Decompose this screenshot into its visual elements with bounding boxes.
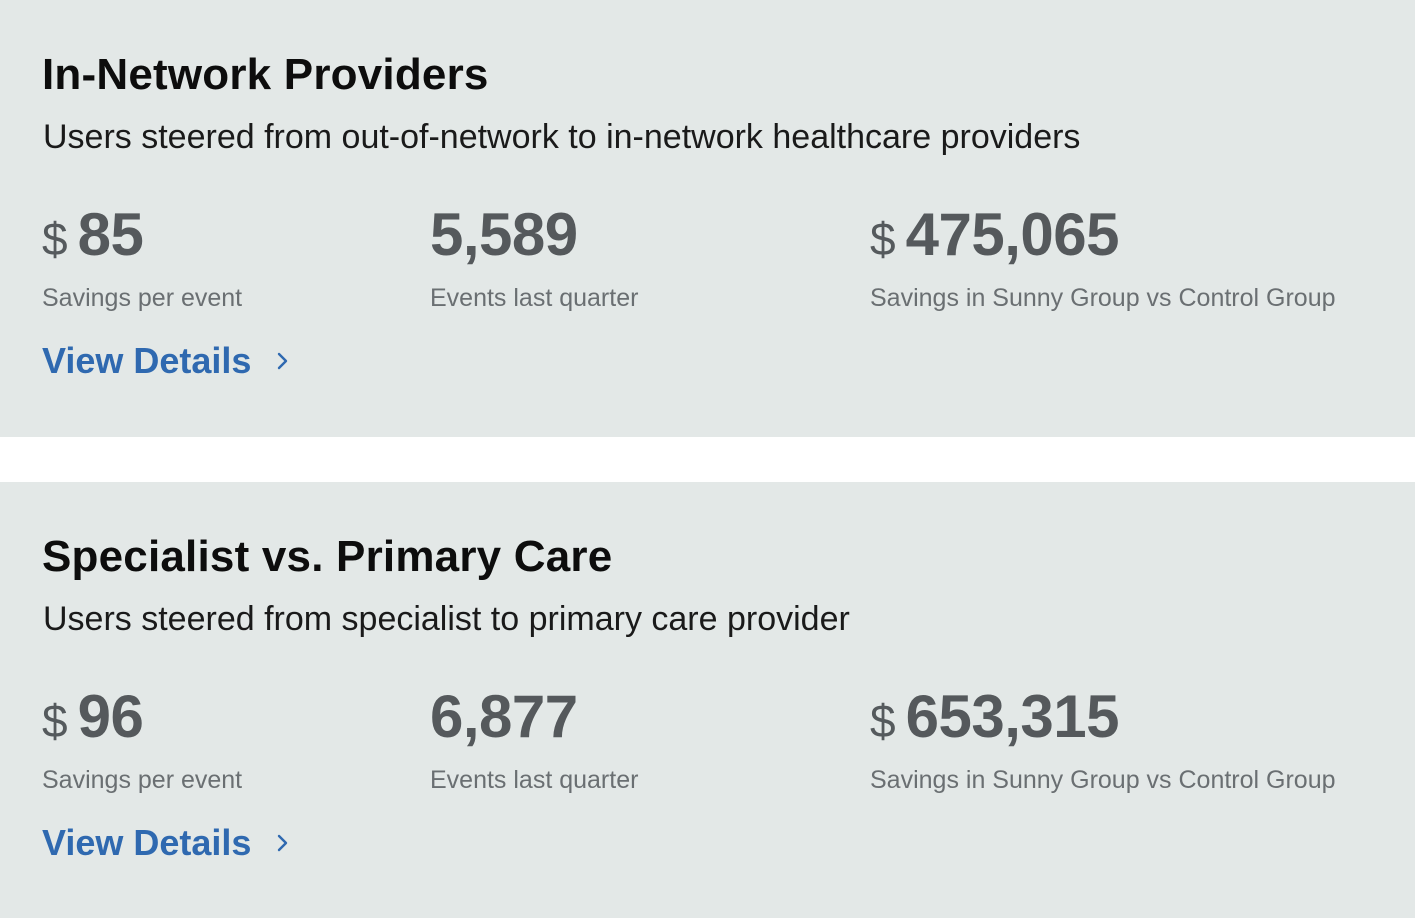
- stat-value: 85: [77, 201, 144, 268]
- stat-value: 5,589: [430, 201, 578, 268]
- currency-symbol: $: [870, 213, 896, 265]
- card-title: Specialist vs. Primary Care: [42, 532, 613, 581]
- card-subtitle: Users steered from out-of-network to in-…: [43, 118, 1081, 156]
- chevron-right-icon: [275, 351, 291, 371]
- total-savings-stat: $ 653,315 Savings in Sunny Group vs Cont…: [870, 682, 1336, 795]
- currency-symbol: $: [42, 695, 68, 747]
- in-network-providers-card: In-Network Providers Users steered from …: [0, 0, 1415, 437]
- stat-label: Savings in Sunny Group vs Control Group: [870, 766, 1336, 794]
- specialist-vs-primary-care-card: Specialist vs. Primary Care Users steere…: [0, 482, 1415, 918]
- stat-label: Events last quarter: [430, 284, 639, 312]
- view-details-link[interactable]: View Details: [42, 340, 291, 382]
- stat-value: 475,065: [905, 201, 1120, 268]
- stat-value: 653,315: [905, 683, 1120, 750]
- stat-value: 6,877: [430, 683, 578, 750]
- stat-label: Events last quarter: [430, 766, 639, 794]
- stat-label: Savings per event: [42, 766, 243, 794]
- currency-symbol: $: [42, 213, 68, 265]
- currency-symbol: $: [870, 695, 896, 747]
- savings-per-event-stat: $ 96 Savings per event: [42, 682, 242, 795]
- stat-value: 96: [77, 683, 144, 750]
- total-savings-stat: $ 475,065 Savings in Sunny Group vs Cont…: [870, 200, 1336, 313]
- card-subtitle: Users steered from specialist to primary…: [43, 600, 850, 638]
- view-details-label: View Details: [42, 340, 252, 381]
- events-last-quarter-stat: 6,877 Events last quarter: [430, 682, 638, 795]
- savings-per-event-stat: $ 85 Savings per event: [42, 200, 242, 313]
- chevron-right-icon: [275, 833, 291, 853]
- events-last-quarter-stat: 5,589 Events last quarter: [430, 200, 638, 313]
- stat-label: Savings per event: [42, 284, 243, 312]
- view-details-link[interactable]: View Details: [42, 822, 291, 864]
- stat-label: Savings in Sunny Group vs Control Group: [870, 284, 1336, 312]
- view-details-label: View Details: [42, 822, 252, 863]
- card-title: In-Network Providers: [42, 50, 489, 99]
